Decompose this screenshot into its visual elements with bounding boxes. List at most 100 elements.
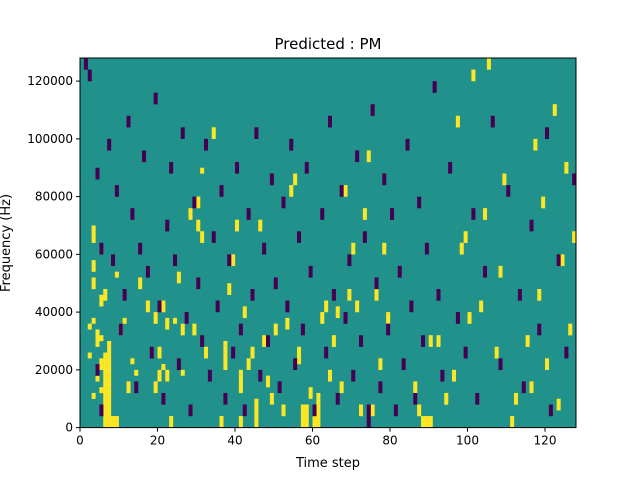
heatmap-cell-low: [432, 86, 437, 93]
heatmap-cell-high: [204, 346, 209, 353]
heatmap-cell-high: [486, 63, 491, 70]
heatmap-cell-high: [211, 133, 216, 139]
heatmap-cell-low: [266, 340, 271, 347]
heatmap-cell-low: [246, 208, 251, 215]
heatmap-cell-high: [300, 410, 305, 417]
heatmap-cell-low: [355, 156, 360, 163]
heatmap-cell-high: [525, 340, 530, 347]
heatmap-cell-high: [111, 416, 116, 422]
heatmap-cell-high: [510, 416, 515, 422]
heatmap-cell-low: [304, 161, 309, 168]
heatmap-cell-low: [293, 358, 298, 365]
heatmap-cell-low: [339, 190, 344, 197]
x-tick-label: 80: [382, 434, 397, 448]
heatmap-cell-high: [300, 421, 305, 428]
heatmap-cell-high: [165, 323, 170, 330]
heatmap-cell-low: [448, 161, 453, 168]
heatmap-cell-high: [161, 364, 166, 371]
heatmap-cell-low: [211, 237, 216, 243]
heatmap-cell-low: [471, 208, 476, 215]
heatmap-cell-low: [572, 173, 577, 180]
heatmap-cell-low: [506, 185, 511, 191]
heatmap-cell-high: [103, 352, 108, 359]
heatmap-cell-high: [169, 416, 174, 422]
heatmap-cell-high: [541, 202, 546, 209]
heatmap-cell-high: [219, 421, 224, 428]
heatmap-cell-high: [455, 115, 460, 122]
heatmap-cell-high: [564, 167, 569, 174]
heatmap-cell-high: [483, 208, 488, 215]
heatmap-cell-low: [238, 323, 243, 330]
heatmap-cell-high: [196, 219, 201, 226]
heatmap-cell-low: [145, 271, 150, 278]
heatmap-cell-high: [355, 300, 360, 307]
heatmap-cell-low: [242, 404, 247, 411]
heatmap-cell-low: [483, 271, 488, 278]
heatmap-cell-low: [196, 283, 201, 290]
heatmap-cell-low: [572, 179, 577, 186]
heatmap-cell-low: [424, 248, 429, 255]
heatmap-cell-high: [269, 392, 274, 399]
heatmap-cell-low: [471, 213, 476, 220]
heatmap-cell-high: [452, 375, 457, 382]
heatmap-cell-low: [200, 335, 205, 342]
heatmap-cell-high: [421, 416, 426, 422]
heatmap-cell-high: [95, 340, 100, 347]
heatmap-cell-low: [374, 277, 379, 284]
heatmap-cell-low: [366, 416, 371, 422]
heatmap-cell-low: [211, 231, 216, 238]
heatmap-cell-high: [541, 196, 546, 203]
heatmap-cell-high: [312, 421, 317, 428]
heatmap-cell-low: [409, 300, 414, 307]
heatmap-cell-low: [231, 346, 236, 353]
heatmap-cell-low: [370, 104, 375, 111]
heatmap-cell-high: [91, 260, 96, 267]
heatmap-cell-high: [254, 404, 259, 411]
heatmap-cell-low: [227, 260, 232, 267]
heatmap-cell-low: [297, 237, 302, 243]
heatmap-cell-low: [366, 410, 371, 417]
heatmap-cell-low: [107, 144, 112, 151]
heatmap-cell-low: [126, 121, 131, 128]
heatmap-cell-high: [91, 283, 96, 290]
heatmap-cell-high: [347, 289, 352, 295]
heatmap-cell-high: [498, 265, 503, 272]
heatmap-cell-high: [107, 410, 112, 417]
heatmap-cell-low: [107, 138, 112, 145]
heatmap-cell-high: [122, 317, 127, 324]
heatmap-cell-low: [328, 115, 333, 122]
chart-title: Predicted : PM: [275, 35, 382, 53]
heatmap-cell-high: [99, 300, 104, 307]
heatmap-cell-high: [204, 352, 209, 359]
heatmap-cell-low: [138, 248, 143, 255]
heatmap-cell-low: [250, 289, 255, 295]
heatmap-cell-high: [304, 410, 309, 417]
heatmap-cell-low: [242, 410, 247, 417]
heatmap-cell-high: [471, 75, 476, 82]
heatmap-cell-high: [266, 381, 271, 388]
heatmap-cell-low: [308, 271, 313, 278]
heatmap-cell-high: [231, 254, 236, 261]
heatmap-cell-high: [238, 369, 243, 376]
heatmap-cell-high: [413, 381, 418, 388]
heatmap-cell-high: [304, 416, 309, 422]
heatmap-cell-high: [107, 369, 112, 376]
heatmap-cell-high: [161, 306, 166, 313]
heatmap-cell-high: [552, 109, 557, 116]
heatmap-cell-high: [242, 312, 247, 319]
heatmap-cell-high: [510, 421, 515, 428]
heatmap-cell-high: [107, 381, 112, 388]
heatmap-cell-high: [366, 150, 371, 157]
heatmap-cell-high: [366, 156, 371, 163]
heatmap-cell-low: [262, 242, 267, 249]
heatmap-cell-high: [293, 173, 298, 180]
heatmap-cell-high: [238, 416, 243, 422]
heatmap-cell-high: [223, 346, 228, 353]
heatmap-cell-low: [324, 352, 329, 359]
heatmap-cell-low: [521, 381, 526, 388]
heatmap-cell-low: [564, 346, 569, 353]
heatmap-cell-high: [564, 161, 569, 168]
heatmap-cell-high: [87, 323, 92, 330]
heatmap-cell-low: [173, 254, 178, 261]
heatmap-cell-high: [378, 364, 383, 371]
